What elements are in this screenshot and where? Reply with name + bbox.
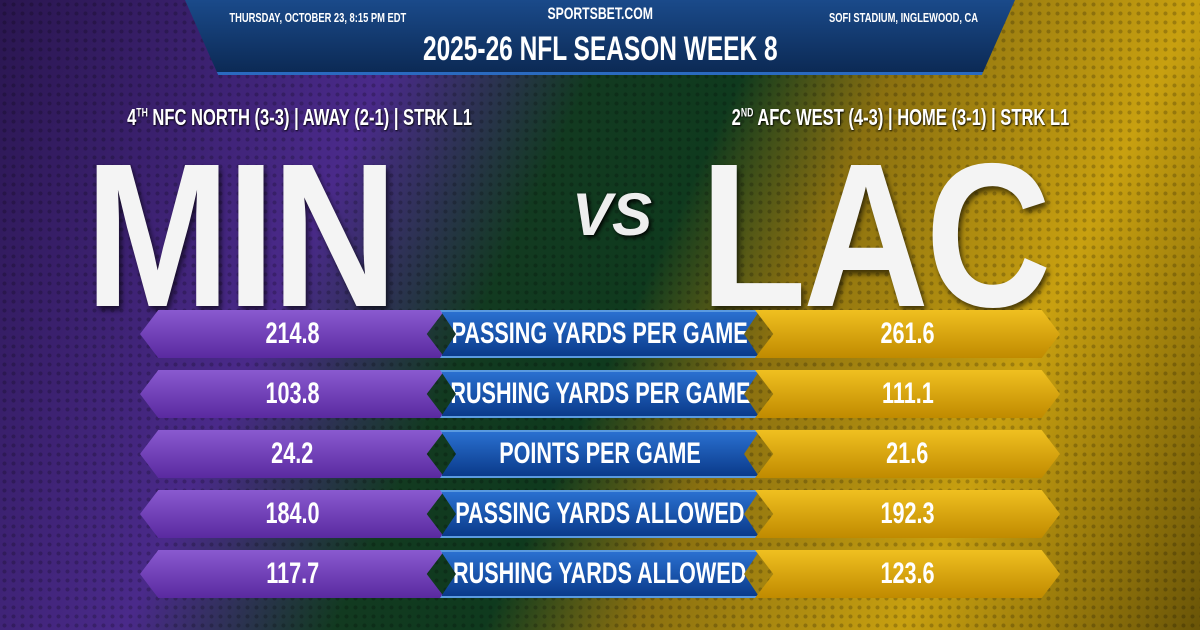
home-stat-value: 192.3 [755,490,1060,538]
stat-label: PASSING YARDS ALLOWED [440,490,760,538]
stat-label: PASSING YARDS PER GAME [440,310,760,358]
stat-row: 103.8 RUSHING YARDS PER GAME 111.1 [140,370,1060,418]
home-team-info: 2ND AFC WEST (4-3) | HOME (3-1) | STRK L… [731,104,1069,130]
venue: SOFI STADIUM, INGLEWOOD, CA [828,10,979,25]
away-stat-value: 184.0 [140,490,445,538]
home-stat-value: 21.6 [755,430,1060,478]
home-stat-value: 111.1 [755,370,1060,418]
header-banner [185,0,1015,75]
page-title: 2025-26 NFL SEASON WEEK 8 [422,30,778,68]
away-stat-value: 214.8 [140,310,445,358]
home-stat-value: 261.6 [755,310,1060,358]
away-stat-value: 117.7 [140,550,445,598]
away-stat-value: 103.8 [140,370,445,418]
away-team-info: 4TH NFC NORTH (3-3) | AWAY (2-1) | STRK … [127,104,473,130]
stat-label: RUSHING YARDS ALLOWED [440,550,760,598]
stat-label: POINTS PER GAME [440,430,760,478]
home-stat-value: 123.6 [755,550,1060,598]
vs-badge: VS [572,181,653,248]
site-logo: SPORTSBET.COM [547,4,653,23]
stat-row: 214.8 PASSING YARDS PER GAME 261.6 [140,310,1060,358]
game-date: THURSDAY, OCTOBER 23, 8:15 PM EDT [229,10,407,25]
stat-row: 24.2 POINTS PER GAME 21.6 [140,430,1060,478]
stat-label: RUSHING YARDS PER GAME [440,370,760,418]
stat-row: 184.0 PASSING YARDS ALLOWED 192.3 [140,490,1060,538]
away-stat-value: 24.2 [140,430,445,478]
stat-row: 117.7 RUSHING YARDS ALLOWED 123.6 [140,550,1060,598]
